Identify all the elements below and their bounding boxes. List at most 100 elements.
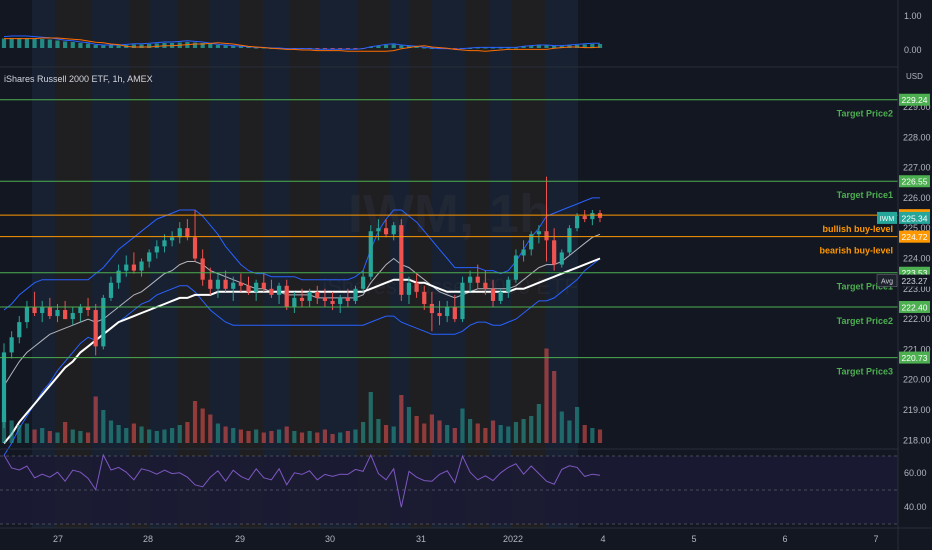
volume-bar [399,395,404,443]
macd-hist-bar [529,46,534,48]
volume-bar [154,431,159,443]
candle-body [85,306,91,311]
avg-badge [876,274,898,287]
level-label: Target Price1 [837,190,893,200]
session-stripe [32,0,55,528]
candle-body [1,352,7,423]
candle-body [307,291,312,301]
volume-bar [475,423,480,443]
candle-body [376,228,381,232]
macd-hist-bar [32,38,37,48]
candle-body [63,310,68,320]
volume-bar [70,429,75,443]
volume-bar [284,426,289,443]
volume-bar [368,392,373,443]
macd-hist-bar [254,47,259,49]
volume-bar [185,422,190,443]
y-tick-label: 227.00 [903,163,931,173]
macd-hist-bar [116,45,121,48]
macd-hist-bar [544,45,549,48]
last-price-value: 225.34 [902,213,928,223]
volume-bar [32,429,37,443]
rsi-axis-label-0: 60.00 [904,468,927,478]
candle-body [131,264,136,271]
macd-hist-bar [582,44,587,48]
candle-body [338,297,343,304]
volume-bar [338,432,343,443]
macd-hist-bar [192,42,198,48]
candle-body [101,297,106,347]
macd-hist-bar [231,46,236,48]
macd-axis-label-1: 0.00 [904,45,922,55]
macd-hist-bar [238,46,243,48]
rsi-axis-label-1: 40.00 [904,502,927,512]
price-axis[interactable]: 229.00 228.00 227.00 226.00 225.00 224.00 223.… [903,102,931,445]
x-tick-label: 27 [53,534,63,544]
candle-body [452,306,457,320]
volume-bar [445,425,450,443]
level-tag-value: 223.53 [902,268,928,278]
volume-bar [292,431,297,443]
candle-body [177,228,182,238]
candle-body [292,297,297,307]
volume-bar [567,420,572,443]
level-tag [899,300,930,313]
candle-body [552,240,557,265]
macd-axis-label-0: 1.00 [904,11,922,21]
candle-body [590,213,595,220]
candle-body [529,234,534,250]
candle-body [422,291,427,304]
x-tick-label: 2022 [503,534,523,544]
macd-hist-bar [9,38,14,48]
volume-bar [460,408,465,443]
macd-hist-bar [24,38,30,48]
volume-bar [208,414,213,443]
candle-body [32,306,37,314]
volume-bar [422,423,427,443]
time-axis[interactable]: 27 28 29 30 31 2022 4 5 6 7 [53,534,879,544]
candle-body [24,306,30,323]
candle-body [93,310,98,347]
level-tag [899,351,930,364]
volume-bar [299,432,305,443]
volume-bar [307,431,312,443]
volume-bar [200,408,205,443]
candle-body [246,285,251,292]
candle-body [330,300,335,304]
candle-body [124,264,129,271]
session-stripe [490,0,512,528]
y-tick-label: 221.00 [903,344,931,354]
candle-body [276,285,282,295]
last-price-symbol: IWM [880,216,895,223]
candle-body [460,282,465,320]
volume-bar [559,411,564,443]
signal-line [4,37,601,52]
macd-hist-bar [223,45,228,48]
level-tag-value: 222.40 [902,302,928,312]
candle-body [513,255,519,280]
level-label: bullish buy-level [822,224,893,234]
volume-bar [17,425,22,443]
volume-bar [55,432,60,443]
volume-bar [452,428,457,443]
y-tick-label: 224.00 [903,254,931,264]
level-tag [899,93,930,106]
volume-bar [177,425,182,443]
volume-bar [437,420,442,443]
candle-body [254,282,259,292]
volume-bar [231,428,236,443]
candle-body [368,231,373,277]
macd-hist-bar [246,47,251,48]
macd-hist-bar [506,47,511,49]
macd-hist-bar [383,45,389,48]
candle-body [582,216,587,220]
level-label: bearish buy-level [819,246,893,256]
last-price-badge [877,211,897,224]
volume-bar [490,420,496,443]
macd-hist-bar [85,43,91,48]
macd-hist-bar [70,42,75,48]
symbol-title: iShares Russell 2000 ETF, 1h, AMEX [4,74,153,84]
x-tick-label: 28 [143,534,153,544]
macd-hist-bar [399,45,404,48]
